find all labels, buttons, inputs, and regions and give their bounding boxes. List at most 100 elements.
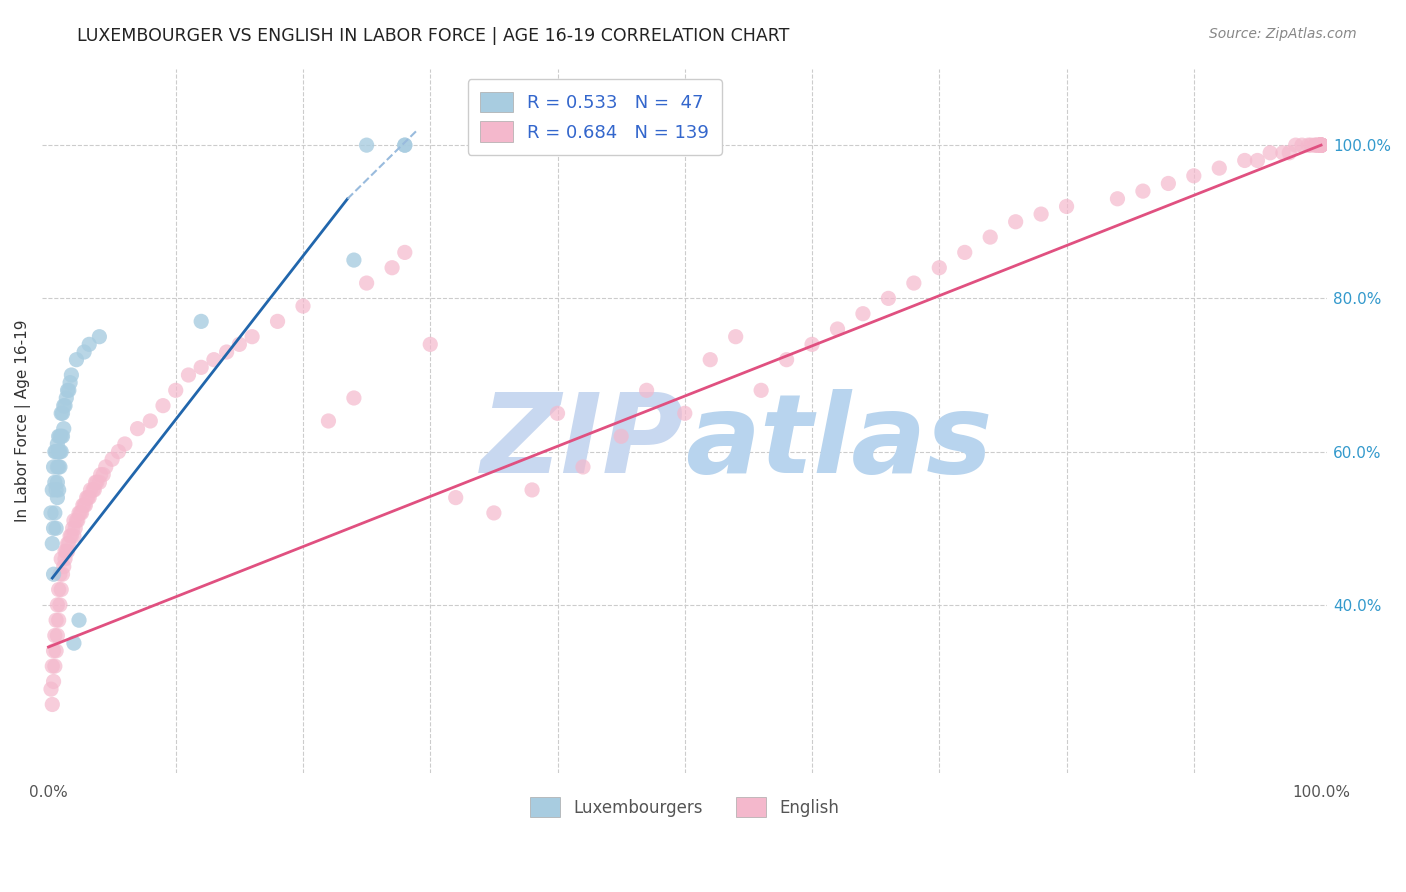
- Point: [58, 384, 80, 398]
- Point: [356, 276, 378, 290]
- Point: [202, 352, 225, 367]
- Point: [55, 544, 77, 558]
- Point: [82, 483, 104, 497]
- Point: [56, 384, 79, 398]
- Point: [63, 636, 86, 650]
- Point: [41, 483, 63, 497]
- Point: [1310, 138, 1333, 153]
- Legend: Luxembourgers, English: Luxembourgers, English: [522, 789, 848, 825]
- Point: [801, 337, 824, 351]
- Point: [343, 253, 366, 268]
- Point: [49, 598, 72, 612]
- Point: [62, 521, 84, 535]
- Point: [45, 444, 67, 458]
- Point: [1310, 138, 1333, 153]
- Point: [63, 514, 86, 528]
- Point: [724, 329, 747, 343]
- Point: [73, 345, 96, 359]
- Point: [44, 444, 66, 458]
- Point: [41, 536, 63, 550]
- Point: [70, 506, 93, 520]
- Point: [1310, 138, 1333, 153]
- Point: [58, 536, 80, 550]
- Point: [1306, 138, 1329, 153]
- Point: [65, 514, 87, 528]
- Point: [520, 483, 543, 497]
- Text: atlas: atlas: [685, 389, 993, 496]
- Point: [51, 567, 73, 582]
- Point: [1285, 138, 1308, 153]
- Point: [53, 544, 76, 558]
- Point: [1157, 177, 1180, 191]
- Point: [77, 491, 100, 505]
- Point: [60, 529, 83, 543]
- Point: [44, 628, 66, 642]
- Point: [46, 628, 69, 642]
- Point: [1029, 207, 1052, 221]
- Point: [953, 245, 976, 260]
- Point: [46, 459, 69, 474]
- Text: Source: ZipAtlas.com: Source: ZipAtlas.com: [1209, 27, 1357, 41]
- Point: [394, 245, 416, 260]
- Point: [114, 437, 136, 451]
- Text: ZIP: ZIP: [481, 389, 685, 496]
- Point: [79, 483, 101, 497]
- Y-axis label: In Labor Force | Age 16-19: In Labor Force | Age 16-19: [15, 319, 31, 522]
- Point: [90, 467, 112, 482]
- Point: [51, 582, 73, 597]
- Point: [292, 299, 315, 313]
- Point: [979, 230, 1001, 244]
- Point: [444, 491, 467, 505]
- Point: [49, 459, 72, 474]
- Point: [52, 559, 75, 574]
- Point: [107, 444, 129, 458]
- Point: [51, 444, 73, 458]
- Point: [51, 406, 73, 420]
- Point: [46, 475, 69, 490]
- Point: [48, 613, 70, 627]
- Point: [46, 598, 69, 612]
- Point: [1310, 138, 1333, 153]
- Point: [1298, 138, 1320, 153]
- Point: [1310, 138, 1333, 153]
- Point: [165, 384, 187, 398]
- Point: [673, 406, 696, 420]
- Point: [42, 459, 65, 474]
- Point: [1208, 161, 1230, 175]
- Point: [75, 498, 97, 512]
- Point: [51, 429, 73, 443]
- Point: [636, 384, 658, 398]
- Point: [48, 582, 70, 597]
- Text: LUXEMBOURGER VS ENGLISH IN LABOR FORCE | AGE 16-19 CORRELATION CHART: LUXEMBOURGER VS ENGLISH IN LABOR FORCE |…: [77, 27, 790, 45]
- Point: [1107, 192, 1129, 206]
- Point: [1310, 138, 1333, 153]
- Point: [69, 506, 91, 520]
- Point: [63, 521, 86, 535]
- Point: [1310, 138, 1333, 153]
- Point: [215, 345, 238, 359]
- Point: [56, 544, 79, 558]
- Point: [1246, 153, 1268, 168]
- Point: [65, 352, 87, 367]
- Point: [51, 406, 73, 420]
- Point: [699, 352, 721, 367]
- Point: [547, 406, 569, 420]
- Point: [52, 422, 75, 436]
- Point: [903, 276, 925, 290]
- Point: [48, 459, 70, 474]
- Point: [45, 613, 67, 627]
- Point: [775, 352, 797, 367]
- Point: [1310, 138, 1333, 153]
- Point: [152, 399, 174, 413]
- Point: [1310, 138, 1333, 153]
- Point: [1291, 138, 1313, 153]
- Point: [46, 491, 69, 505]
- Point: [56, 536, 79, 550]
- Point: [45, 644, 67, 658]
- Point: [53, 399, 76, 413]
- Point: [1271, 145, 1294, 160]
- Point: [44, 475, 66, 490]
- Point: [1278, 145, 1301, 160]
- Point: [1310, 138, 1333, 153]
- Point: [240, 329, 263, 343]
